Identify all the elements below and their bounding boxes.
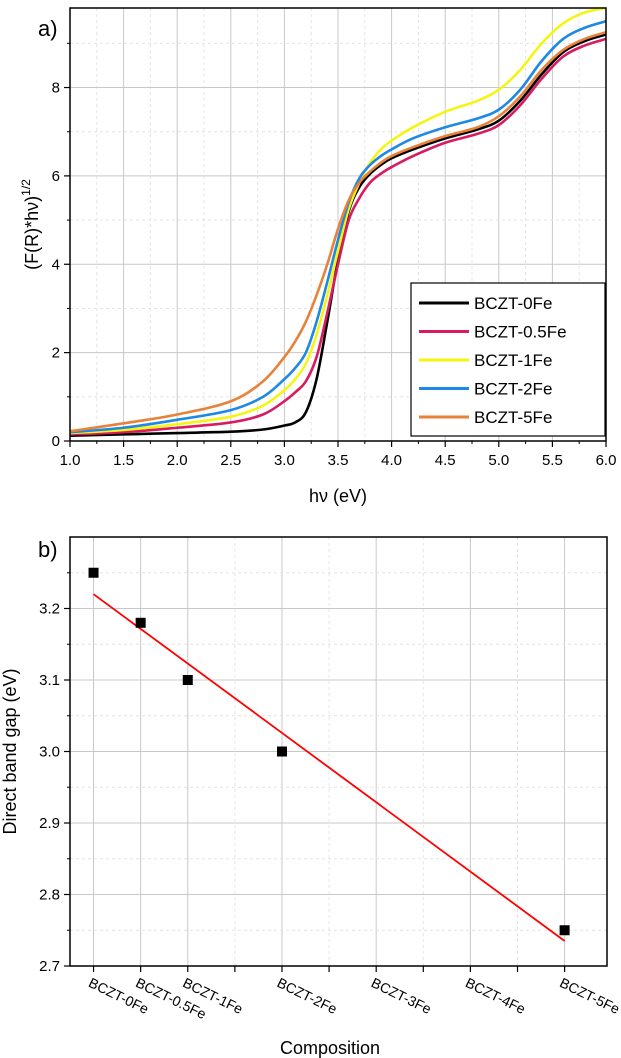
panel-a-y-axis-title: (F(R)*hν)1/2 xyxy=(19,179,42,270)
panel-a-y-axis-title-base: (F(R)*hν) xyxy=(22,196,42,270)
y-tick-label: 0 xyxy=(52,433,60,450)
x-tick-label: 4.5 xyxy=(435,452,456,469)
data-point xyxy=(88,567,99,578)
legend-label: BCZT-5Fe xyxy=(474,408,552,427)
panel-a-y-axis-title-sup: 1/2 xyxy=(19,179,33,196)
x-tick-label: 5.5 xyxy=(542,452,563,469)
legend-label: BCZT-2Fe xyxy=(474,380,552,399)
data-point xyxy=(135,617,146,628)
panel-b-y-ticks: 2.7 2.8 2.9 3.0 3.1 3.2 xyxy=(39,572,70,975)
x-tick-label: 1.5 xyxy=(113,452,134,469)
x-tick-label: 6.0 xyxy=(596,452,617,469)
panel-b-y-axis-title: Direct band gap (eV) xyxy=(0,668,20,834)
y-tick-label: 3.1 xyxy=(39,672,60,689)
data-point xyxy=(182,675,193,685)
y-tick-label: 2.9 xyxy=(39,815,60,832)
panel-b-label: b) xyxy=(38,537,58,562)
panel-a-label: a) xyxy=(38,16,58,41)
series-line-bczt-5fe xyxy=(69,31,607,433)
x-category-label: BCZT-5Fe xyxy=(557,974,621,1017)
x-tick-label: 2.0 xyxy=(167,452,188,469)
y-tick-label: 8 xyxy=(52,80,60,97)
legend-label: BCZT-0Fe xyxy=(474,294,552,313)
x-tick-label: 1.0 xyxy=(60,452,81,469)
y-tick-label: 4 xyxy=(52,256,60,273)
x-tick-label: 3.0 xyxy=(274,452,295,469)
panel-b-grid xyxy=(70,536,607,967)
panel-a-x-axis-title: hν (eV) xyxy=(309,486,367,506)
x-category-label: BCZT-4Fe xyxy=(463,974,528,1017)
y-tick-label: 2 xyxy=(52,345,60,362)
y-tick-label: 6 xyxy=(52,168,60,185)
legend-label: BCZT-1Fe xyxy=(474,351,552,370)
x-category-label: BCZT-2Fe xyxy=(275,974,340,1017)
x-tick-label: 3.5 xyxy=(328,452,349,469)
x-category-label: BCZT-3Fe xyxy=(369,974,434,1017)
panel-a-legend: BCZT-0Fe BCZT-0.5Fe BCZT-1Fe BCZT-2Fe BCZT-5… xyxy=(410,282,606,437)
panel-b-x-axis-title: Composition xyxy=(280,1038,380,1058)
legend-label: BCZT-0.5Fe xyxy=(474,323,567,342)
linear-fit-line xyxy=(93,593,566,942)
panel-a-y-ticks: 0 2 4 6 8 xyxy=(52,42,70,450)
y-tick-label: 2.7 xyxy=(39,958,60,975)
data-point xyxy=(559,925,570,936)
y-tick-label: 3.2 xyxy=(39,601,60,618)
x-tick-label: 4.0 xyxy=(381,452,402,469)
panel-a: 1.0 1.5 2.0 2.5 3.0 3.5 4.0 4.5 5.0 5.5 6.0 02468 … xyxy=(19,6,617,506)
series-line-bczt-0fe xyxy=(69,33,607,437)
series-line-bczt-2fe xyxy=(69,20,607,434)
y-tick-label: 2.8 xyxy=(39,887,60,904)
x-tick-label: 5.0 xyxy=(488,452,509,469)
panel-b-points xyxy=(88,567,570,936)
y-tick-label: 3.0 xyxy=(39,744,60,761)
series-line-bczt-0.5fe xyxy=(69,37,607,436)
panel-b-fit xyxy=(93,593,566,942)
data-point xyxy=(276,746,287,757)
panel-a-series xyxy=(69,6,607,437)
panel-a-x-ticks: 1.0 1.5 2.0 2.5 3.0 3.5 4.0 4.5 5.0 5.5 6.0 xyxy=(60,441,617,469)
x-tick-label: 2.5 xyxy=(220,452,241,469)
